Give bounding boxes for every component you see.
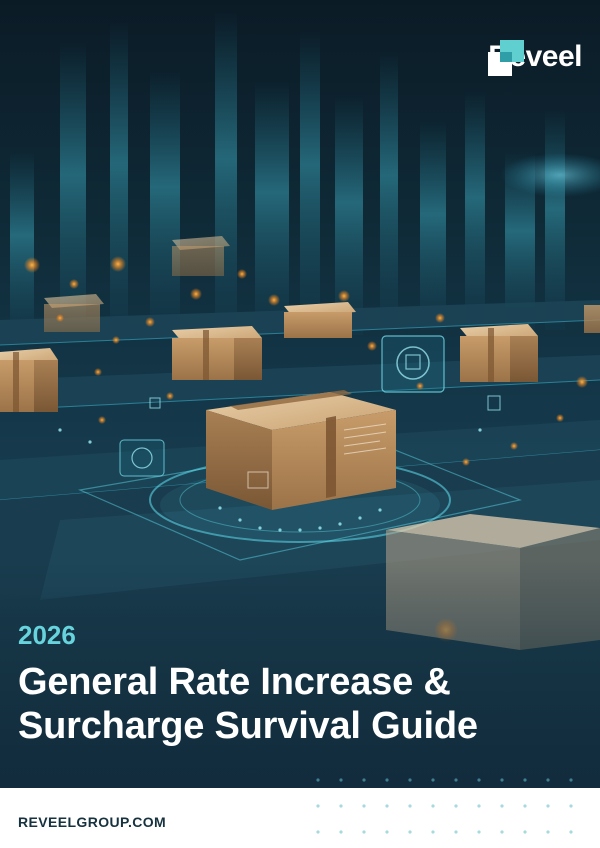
decorative-dot — [431, 778, 435, 782]
warehouse-illustration — [0, 10, 600, 788]
decorative-dot — [569, 830, 573, 834]
decorative-dot — [546, 830, 550, 834]
decorative-dot — [477, 830, 481, 834]
decorative-dot — [385, 830, 389, 834]
reveel-logo-icon — [488, 40, 525, 76]
decorative-dot — [454, 830, 458, 834]
decorative-dot — [316, 778, 320, 782]
title-line-1: General Rate Increase & — [18, 661, 451, 703]
decorative-dot — [523, 778, 527, 782]
website-link[interactable]: REVEELGROUP.COM — [18, 814, 167, 830]
decorative-dot — [477, 804, 481, 808]
page-title: General Rate Increase & Surcharge Surviv… — [18, 660, 588, 748]
decorative-dot — [569, 778, 573, 782]
decorative-dot — [523, 804, 527, 808]
decorative-dot — [362, 804, 366, 808]
decorative-dot — [500, 830, 504, 834]
publication-year: 2026 — [18, 620, 76, 650]
decorative-dot — [408, 778, 412, 782]
decorative-dot — [362, 830, 366, 834]
decorative-dot — [339, 778, 343, 782]
decorative-dot — [500, 778, 504, 782]
decorative-dot — [362, 778, 366, 782]
decorative-dot — [408, 804, 412, 808]
decorative-dot — [569, 804, 573, 808]
decorative-dot — [316, 804, 320, 808]
decorative-dot — [546, 804, 550, 808]
dot-pattern-decoration — [316, 778, 573, 834]
hologram-panel-icon — [119, 335, 501, 477]
decorative-dot — [316, 830, 320, 834]
title-block: 2026 General Rate Increase & Surcharge S… — [18, 620, 588, 748]
decorative-dot — [385, 804, 389, 808]
decorative-dot — [339, 804, 343, 808]
decorative-dot — [523, 830, 527, 834]
footer-bar: REVEELGROUP.COM — [0, 788, 600, 848]
title-line-2: Surcharge Survival Guide — [18, 705, 478, 747]
decorative-dot — [408, 830, 412, 834]
decorative-dot — [454, 778, 458, 782]
decorative-dot — [500, 804, 504, 808]
decorative-dot — [454, 804, 458, 808]
reveel-logo: Reveel — [488, 40, 582, 76]
decorative-dot — [546, 778, 550, 782]
cover-artwork: Reveel 2026 General Rate Increase & Surc… — [0, 0, 600, 788]
decorative-dot — [431, 804, 435, 808]
decorative-dot — [385, 778, 389, 782]
decorative-dot — [431, 830, 435, 834]
decorative-dot — [477, 778, 481, 782]
decorative-dot — [339, 830, 343, 834]
